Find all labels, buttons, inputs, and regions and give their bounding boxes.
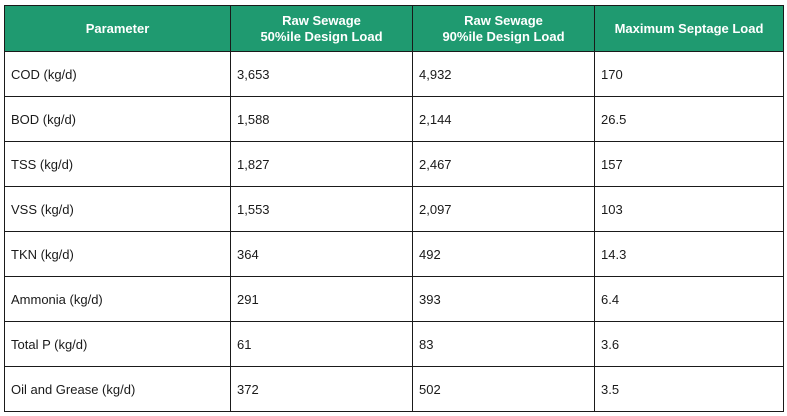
table-row: Oil and Grease (kg/d) 372 502 3.5 <box>4 366 784 412</box>
raw-50-cell: 3,653 <box>230 51 413 97</box>
raw-90-cell: 4,932 <box>412 51 595 97</box>
header-raw-sewage-90-line2: 90%ile Design Load <box>442 28 565 44</box>
raw-50-cell: 372 <box>230 366 413 412</box>
header-row: Parameter Raw Sewage 50%ile Design Load … <box>4 5 784 52</box>
header-raw-sewage-50: Raw Sewage 50%ile Design Load <box>230 5 413 52</box>
septage-cell: 170 <box>594 51 784 97</box>
septage-cell: 3.6 <box>594 321 784 367</box>
parameter-cell: TSS (kg/d) <box>4 141 231 187</box>
raw-90-cell: 2,097 <box>412 186 595 232</box>
header-raw-sewage-90: Raw Sewage 90%ile Design Load <box>412 5 595 52</box>
header-max-septage-label: Maximum Septage Load <box>614 20 764 36</box>
parameter-cell: TKN (kg/d) <box>4 231 231 277</box>
septage-cell: 26.5 <box>594 96 784 142</box>
header-raw-sewage-50-line2: 50%ile Design Load <box>260 28 383 44</box>
parameter-cell: COD (kg/d) <box>4 51 231 97</box>
parameter-cell: Oil and Grease (kg/d) <box>4 366 231 412</box>
raw-50-cell: 1,553 <box>230 186 413 232</box>
raw-90-cell: 502 <box>412 366 595 412</box>
septage-cell: 14.3 <box>594 231 784 277</box>
raw-90-cell: 2,144 <box>412 96 595 142</box>
table-row: BOD (kg/d) 1,588 2,144 26.5 <box>4 96 784 142</box>
header-parameter: Parameter <box>4 5 231 52</box>
septage-cell: 157 <box>594 141 784 187</box>
raw-50-cell: 364 <box>230 231 413 277</box>
table-row: Ammonia (kg/d) 291 393 6.4 <box>4 276 784 322</box>
parameter-cell: Total P (kg/d) <box>4 321 231 367</box>
table-row: VSS (kg/d) 1,553 2,097 103 <box>4 186 784 232</box>
table-row: TSS (kg/d) 1,827 2,467 157 <box>4 141 784 187</box>
raw-90-cell: 492 <box>412 231 595 277</box>
parameter-cell: BOD (kg/d) <box>4 96 231 142</box>
raw-90-cell: 393 <box>412 276 595 322</box>
parameter-cell: VSS (kg/d) <box>4 186 231 232</box>
septage-cell: 3.5 <box>594 366 784 412</box>
raw-50-cell: 1,827 <box>230 141 413 187</box>
header-raw-sewage-50-line1: Raw Sewage <box>282 12 361 28</box>
raw-50-cell: 291 <box>230 276 413 322</box>
raw-50-cell: 1,588 <box>230 96 413 142</box>
septage-cell: 103 <box>594 186 784 232</box>
table-row: COD (kg/d) 3,653 4,932 170 <box>4 51 784 97</box>
header-raw-sewage-90-line1: Raw Sewage <box>464 12 543 28</box>
raw-50-cell: 61 <box>230 321 413 367</box>
parameter-cell: Ammonia (kg/d) <box>4 276 231 322</box>
septage-cell: 6.4 <box>594 276 784 322</box>
raw-90-cell: 2,467 <box>412 141 595 187</box>
table-row: TKN (kg/d) 364 492 14.3 <box>4 231 784 277</box>
header-parameter-label: Parameter <box>85 20 150 36</box>
design-load-table: Parameter Raw Sewage 50%ile Design Load … <box>4 5 784 412</box>
raw-90-cell: 83 <box>412 321 595 367</box>
header-max-septage: Maximum Septage Load <box>594 5 784 52</box>
table-row: Total P (kg/d) 61 83 3.6 <box>4 321 784 367</box>
